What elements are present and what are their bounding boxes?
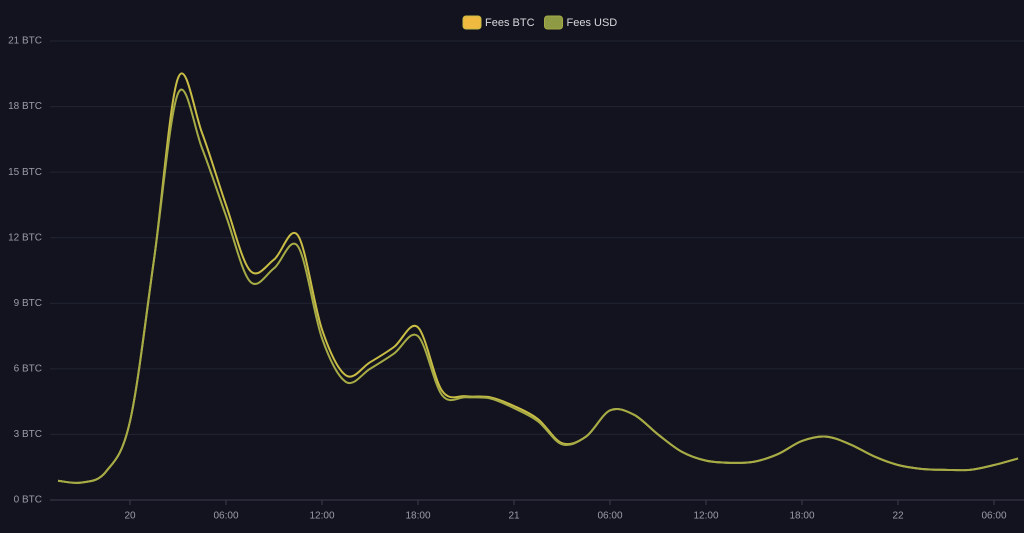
- legend-label: Fees USD: [567, 17, 618, 29]
- x-tick-label: 06:00: [597, 511, 622, 522]
- x-tick-label: 20: [124, 511, 136, 522]
- x-tick-label: 21: [508, 511, 520, 522]
- y-tick-label: 15 BTC: [8, 167, 42, 178]
- y-tick-label: 3 BTC: [14, 429, 42, 440]
- y-tick-label: 21 BTC: [8, 36, 42, 47]
- y-tick-label: 9 BTC: [14, 298, 42, 309]
- legend-label: Fees BTC: [485, 17, 535, 29]
- y-tick-label: 12 BTC: [8, 232, 42, 243]
- x-tick-label: 12:00: [309, 511, 334, 522]
- x-tick-label: 06:00: [981, 511, 1006, 522]
- y-tick-label: 6 BTC: [14, 363, 42, 374]
- legend-swatch: [462, 15, 482, 30]
- x-tick-label: 06:00: [213, 511, 238, 522]
- line-series: [57, 88, 1019, 484]
- x-tick-label: 22: [892, 511, 904, 522]
- legend-swatch: [544, 15, 564, 30]
- y-tick-label: 18 BTC: [8, 101, 42, 112]
- y-tick-label: 0 BTC: [14, 495, 42, 506]
- x-tick-label: 18:00: [405, 511, 430, 522]
- x-tick-label: 18:00: [789, 511, 814, 522]
- x-tick-label: 12:00: [693, 511, 718, 522]
